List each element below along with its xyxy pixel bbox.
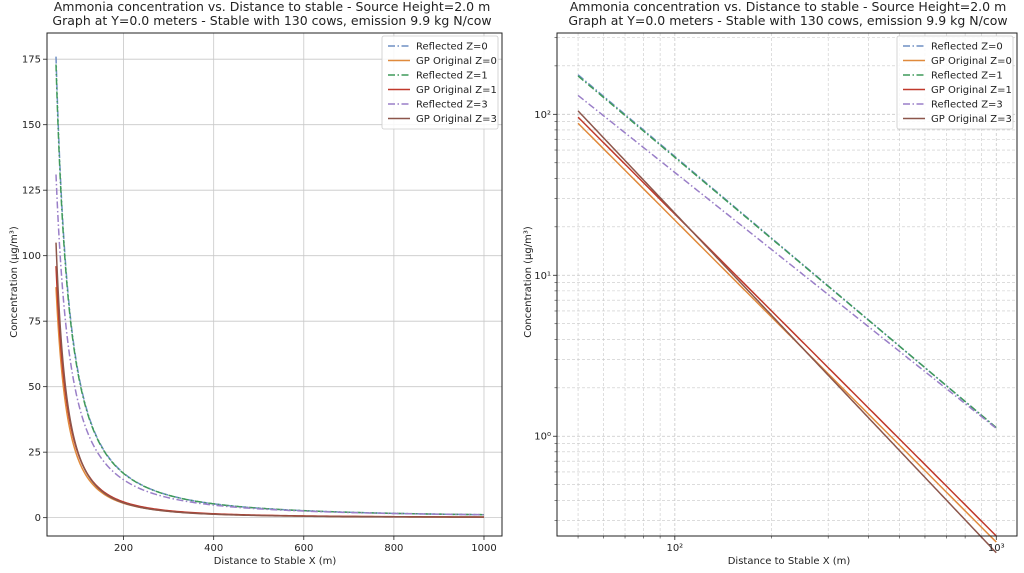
series-line-gp-original-z-0	[55, 287, 484, 518]
x-tick-label: 400	[204, 543, 223, 554]
y-axis-label: Concentration (μg/m³)	[523, 226, 534, 338]
legend-label: GP Original Z=3	[931, 114, 1012, 125]
x-tick-label: 10²	[666, 543, 683, 554]
x-axis-label: Distance to Stable X (m)	[214, 556, 337, 567]
series-line-gp-original-z-1	[55, 266, 484, 518]
y-tick-label: 10⁰	[534, 432, 551, 443]
chart-subtitle: Graph at Y=0.0 meters - Stable with 130 …	[52, 13, 491, 28]
y-tick-label: 100	[22, 251, 41, 262]
legend: Reflected Z=0 GP Original Z=0 Reflected Z=…	[381, 35, 499, 130]
series-group	[55, 56, 484, 518]
x-tick-label: 800	[384, 543, 403, 554]
y-tick-label: 0	[35, 513, 41, 524]
y-tick-label: 150	[22, 120, 41, 131]
x-tick-label: 10³	[988, 543, 1005, 554]
legend-label: Reflected Z=1	[416, 71, 488, 82]
y-axis-label: Concentration (μg/m³)	[9, 226, 20, 338]
log-chart-panel: Ammonia concentration vs. Distance to st…	[523, 0, 1018, 567]
legend-label: GP Original Z=3	[416, 114, 497, 125]
series-group	[577, 74, 997, 554]
y-tick-label: 75	[28, 317, 41, 328]
series-line-gp-original-z-3	[55, 242, 484, 518]
legend-label: GP Original Z=0	[931, 56, 1012, 67]
y-tick-label: 125	[22, 186, 41, 197]
chart-title: Ammonia concentration vs. Distance to st…	[54, 0, 491, 14]
legend-label: Reflected Z=0	[931, 42, 1003, 53]
series-line-reflected-z-1	[55, 64, 484, 516]
series-line-reflected-z-3	[577, 94, 997, 429]
series-line-reflected-z-3	[55, 174, 484, 516]
y-tick-label: 10²	[534, 110, 551, 121]
chart-subtitle: Graph at Y=0.0 meters - Stable with 130 …	[568, 13, 1007, 28]
legend-label: Reflected Z=0	[416, 42, 488, 53]
legend-label: Reflected Z=1	[931, 71, 1003, 82]
y-tick-label: 10¹	[534, 271, 551, 282]
legend-label: Reflected Z=3	[931, 100, 1003, 111]
y-tick-label: 175	[22, 55, 41, 66]
y-tick-label: 25	[28, 448, 41, 459]
legend: Reflected Z=0 GP Original Z=0 Reflected Z=…	[896, 35, 1014, 130]
plot-frame	[46, 32, 503, 537]
linear-chart-panel: Ammonia concentration vs. Distance to st…	[9, 0, 503, 567]
x-tick-label: 1000	[471, 543, 496, 554]
series-line-gp-original-z-1	[577, 116, 997, 537]
x-axis-label: Distance to Stable X (m)	[728, 556, 851, 567]
legend-label: GP Original Z=1	[416, 85, 497, 96]
legend-label: Reflected Z=3	[416, 100, 488, 111]
legend-box	[381, 35, 499, 130]
y-tick-label: 50	[28, 382, 41, 393]
plot-frame	[556, 32, 1018, 537]
legend-box	[896, 35, 1014, 130]
x-tick-label: 600	[294, 543, 313, 554]
legend-label: GP Original Z=1	[931, 85, 1012, 96]
series-line-gp-original-z-3	[577, 110, 997, 554]
x-tick-label: 200	[114, 543, 133, 554]
legend-label: GP Original Z=0	[416, 56, 497, 67]
chart-title: Ammonia concentration vs. Distance to st…	[570, 0, 1007, 14]
series-line-reflected-z-1	[577, 75, 997, 429]
